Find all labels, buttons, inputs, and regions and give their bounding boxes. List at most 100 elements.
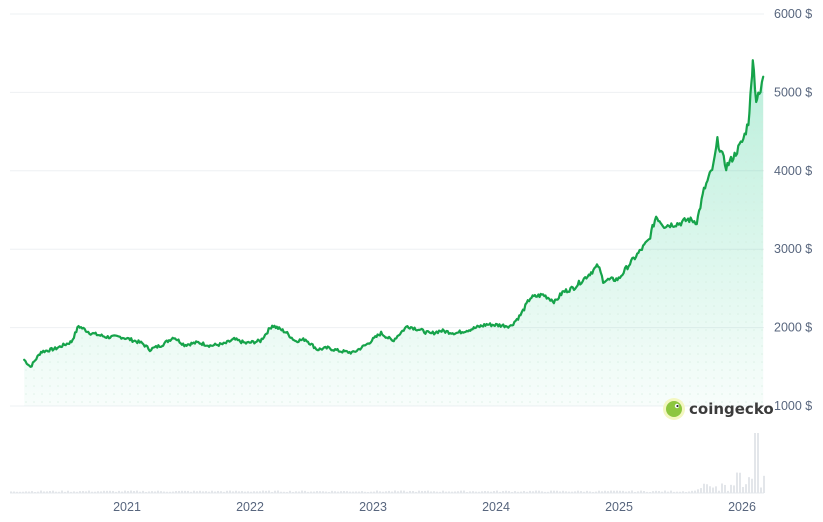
volume-bar	[313, 491, 315, 493]
volume-bar	[418, 490, 420, 493]
volume-bar	[262, 490, 264, 493]
volume-bar	[157, 490, 159, 493]
volume-bar	[235, 490, 237, 493]
volume-bar	[604, 490, 606, 493]
volume-bar	[514, 491, 516, 493]
volume-bar	[337, 491, 339, 493]
volume-bar	[682, 491, 684, 493]
volume-bar	[169, 491, 171, 493]
volume-bar	[625, 491, 627, 493]
volume-bar	[133, 490, 135, 493]
volume-bar	[223, 491, 225, 493]
volume-bar	[709, 486, 711, 493]
volume-bar	[421, 490, 423, 493]
volume-bar	[415, 491, 417, 493]
volume-bar	[700, 488, 702, 493]
volume-bar	[259, 491, 261, 493]
volume-bar	[448, 491, 450, 493]
volume-bar	[559, 491, 561, 493]
volume-bar	[493, 491, 495, 493]
volume-bar	[607, 491, 609, 493]
volume-bar	[631, 490, 633, 493]
volume-bar	[178, 490, 180, 493]
x-tick-label: 2024	[482, 500, 510, 514]
volume-bar	[43, 491, 45, 493]
volume-bar	[376, 490, 378, 493]
volume-bar	[301, 490, 303, 493]
volume-bar	[196, 491, 198, 493]
volume-bar	[217, 490, 219, 493]
volume-bar	[247, 491, 249, 493]
volume-bar	[739, 472, 741, 493]
volume-bar	[553, 490, 555, 493]
volume-bar	[13, 491, 15, 493]
volume-bar	[118, 490, 120, 493]
volume-bar	[100, 491, 102, 493]
price-area-dots	[24, 60, 764, 406]
volume-bar	[667, 491, 669, 493]
volume-bar	[730, 484, 732, 493]
volume-bar	[370, 491, 372, 493]
volume-bar	[280, 491, 282, 493]
volume-bar	[628, 491, 630, 493]
volume-bar	[637, 491, 639, 493]
volume-bar	[130, 490, 132, 493]
volume-bar	[523, 490, 525, 493]
volume-bar	[139, 491, 141, 493]
volume-bar	[508, 491, 510, 493]
volume-bar	[10, 491, 12, 493]
volume-bar	[358, 491, 360, 493]
volume-bar	[361, 491, 363, 493]
volume-bar	[565, 491, 567, 493]
volume-bar	[556, 490, 558, 493]
volume-bar	[271, 491, 273, 493]
volume-bar	[28, 491, 30, 493]
volume-bar	[172, 491, 174, 493]
volume-bar	[61, 490, 63, 493]
volume-bar	[460, 490, 462, 493]
volume-bars	[10, 433, 765, 493]
volume-bar	[31, 491, 33, 493]
volume-bar	[655, 490, 657, 493]
volume-bar	[727, 490, 729, 493]
volume-bar	[211, 490, 213, 493]
volume-bar	[136, 490, 138, 493]
volume-bar	[268, 490, 270, 493]
coingecko-watermark: coingecko	[663, 398, 774, 420]
volume-bar	[67, 490, 69, 493]
volume-bar	[529, 490, 531, 493]
volume-bar	[724, 484, 726, 493]
volume-bar	[295, 491, 297, 493]
volume-bar	[619, 490, 621, 493]
volume-bar	[736, 472, 738, 493]
volume-bar	[154, 491, 156, 493]
volume-bar	[97, 491, 99, 493]
volume-bar	[487, 491, 489, 493]
volume-bar	[379, 491, 381, 493]
volume-bar	[733, 485, 735, 493]
volume-bar	[283, 491, 285, 493]
volume-bar	[16, 491, 18, 493]
volume-bar	[511, 491, 513, 493]
volume-bar	[445, 491, 447, 493]
coingecko-logo-text: coingecko	[689, 400, 774, 418]
volume-bar	[25, 491, 27, 493]
volume-bar	[643, 491, 645, 493]
volume-bar	[373, 491, 375, 493]
volume-bar	[124, 490, 126, 493]
volume-bar	[442, 490, 444, 493]
volume-bar	[640, 490, 642, 493]
volume-bar	[304, 490, 306, 493]
volume-bar	[70, 491, 72, 493]
volume-bar	[310, 491, 312, 493]
volume-bar	[385, 491, 387, 493]
volume-bar	[547, 491, 549, 493]
volume-bar	[484, 491, 486, 493]
volume-bar	[85, 491, 87, 493]
volume-bar	[478, 491, 480, 493]
volume-bar	[148, 491, 150, 493]
volume-bar	[187, 490, 189, 493]
volume-bar	[364, 491, 366, 493]
volume-bar	[664, 490, 666, 493]
